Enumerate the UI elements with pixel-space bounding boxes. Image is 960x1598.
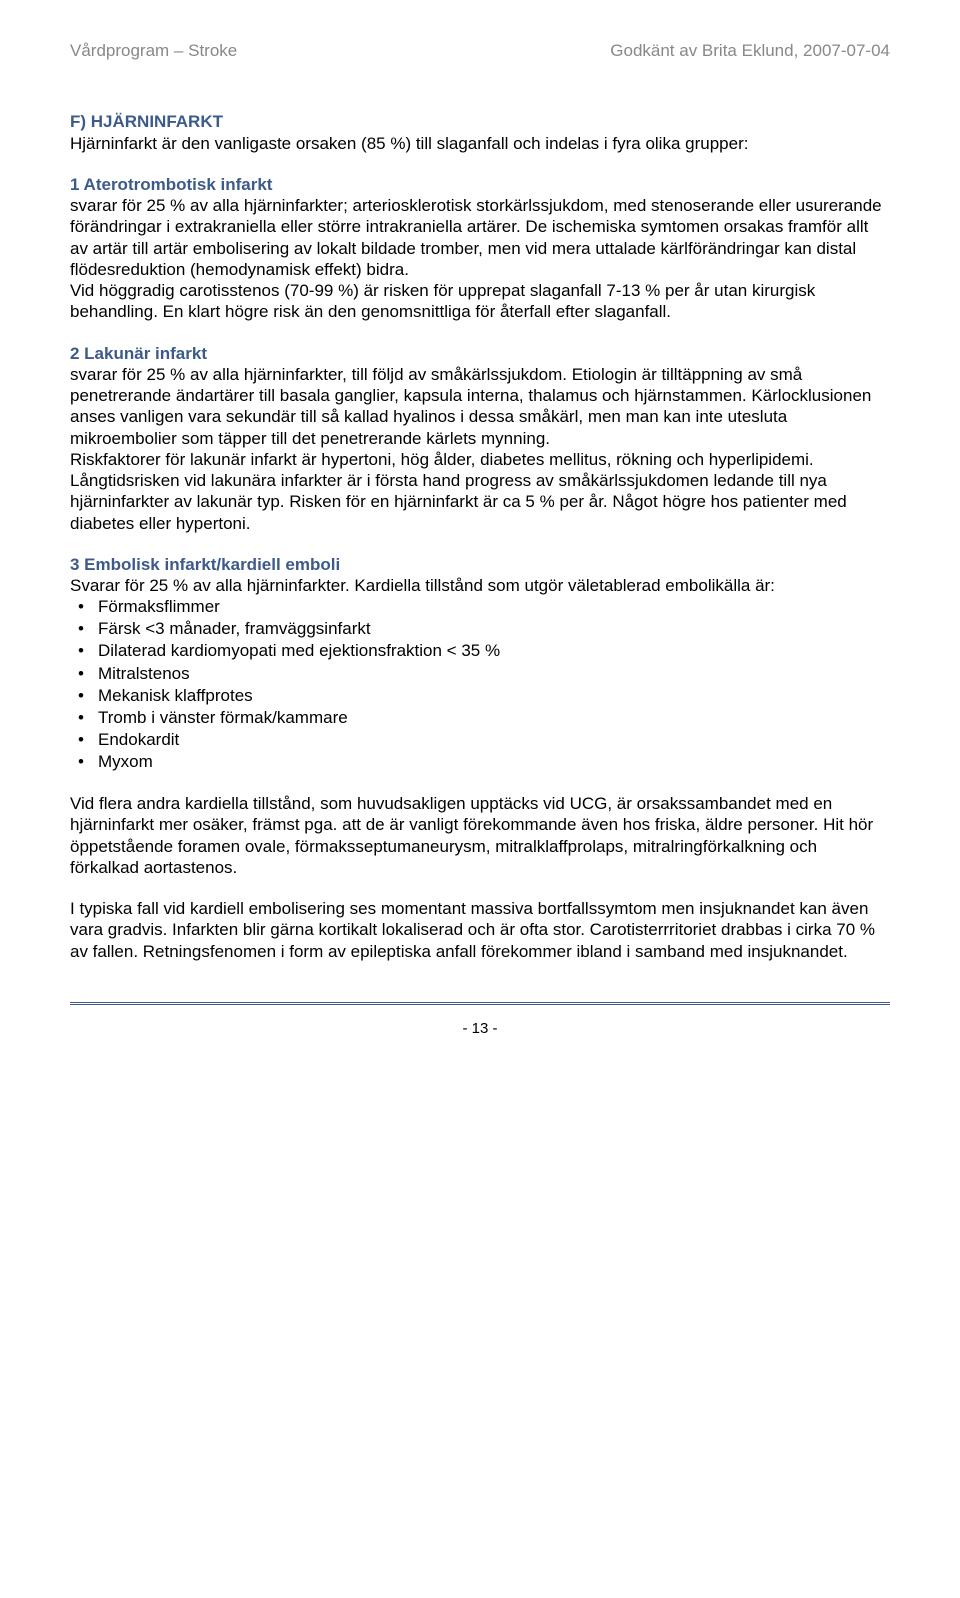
page-header: Vårdprogram – Stroke Godkänt av Brita Ek… [70,40,890,61]
header-right: Godkänt av Brita Eklund, 2007-07-04 [610,40,890,61]
section-f: F) HJÄRNINFARKT Hjärninfarkt är den vanl… [70,111,890,154]
subsection-1: 1 Aterotrombotisk infarkt svarar för 25 … [70,174,890,323]
sub1-title: 1 Aterotrombotisk infarkt [70,175,272,194]
sub2-title: 2 Lakunär infarkt [70,344,207,363]
list-item: Mekanisk klaffprotes [70,685,890,707]
sub3-title: 3 Embolisk infarkt/kardiell emboli [70,555,340,574]
header-left: Vårdprogram – Stroke [70,40,237,61]
list-item: Endokardit [70,729,890,751]
section-f-intro: Hjärninfarkt är den vanligaste orsaken (… [70,133,890,154]
list-item: Dilaterad kardiomyopati med ejektionsfra… [70,640,890,662]
sub2-body: svarar för 25 % av alla hjärninfarkter, … [70,365,871,533]
sub3-para3: I typiska fall vid kardiell embolisering… [70,898,890,962]
section-f-title: F) HJÄRNINFARKT [70,111,890,132]
sub1-body: svarar för 25 % av alla hjärninfarkter; … [70,196,882,321]
sub3-intro: Svarar för 25 % av alla hjärninfarkter. … [70,576,775,595]
page-number: - 13 - [70,1020,890,1039]
footer-divider [70,1002,890,1008]
list-item: Förmaksflimmer [70,596,890,618]
sub3-bullet-list: Förmaksflimmer Färsk <3 månader, framväg… [70,596,890,773]
list-item: Mitralstenos [70,663,890,685]
subsection-2: 2 Lakunär infarkt svarar för 25 % av all… [70,343,890,534]
subsection-3: 3 Embolisk infarkt/kardiell emboli Svara… [70,554,890,597]
list-item: Tromb i vänster förmak/kammare [70,707,890,729]
list-item: Myxom [70,751,890,773]
list-item: Färsk <3 månader, framväggsinfarkt [70,618,890,640]
sub3-para2: Vid flera andra kardiella tillstånd, som… [70,793,890,878]
